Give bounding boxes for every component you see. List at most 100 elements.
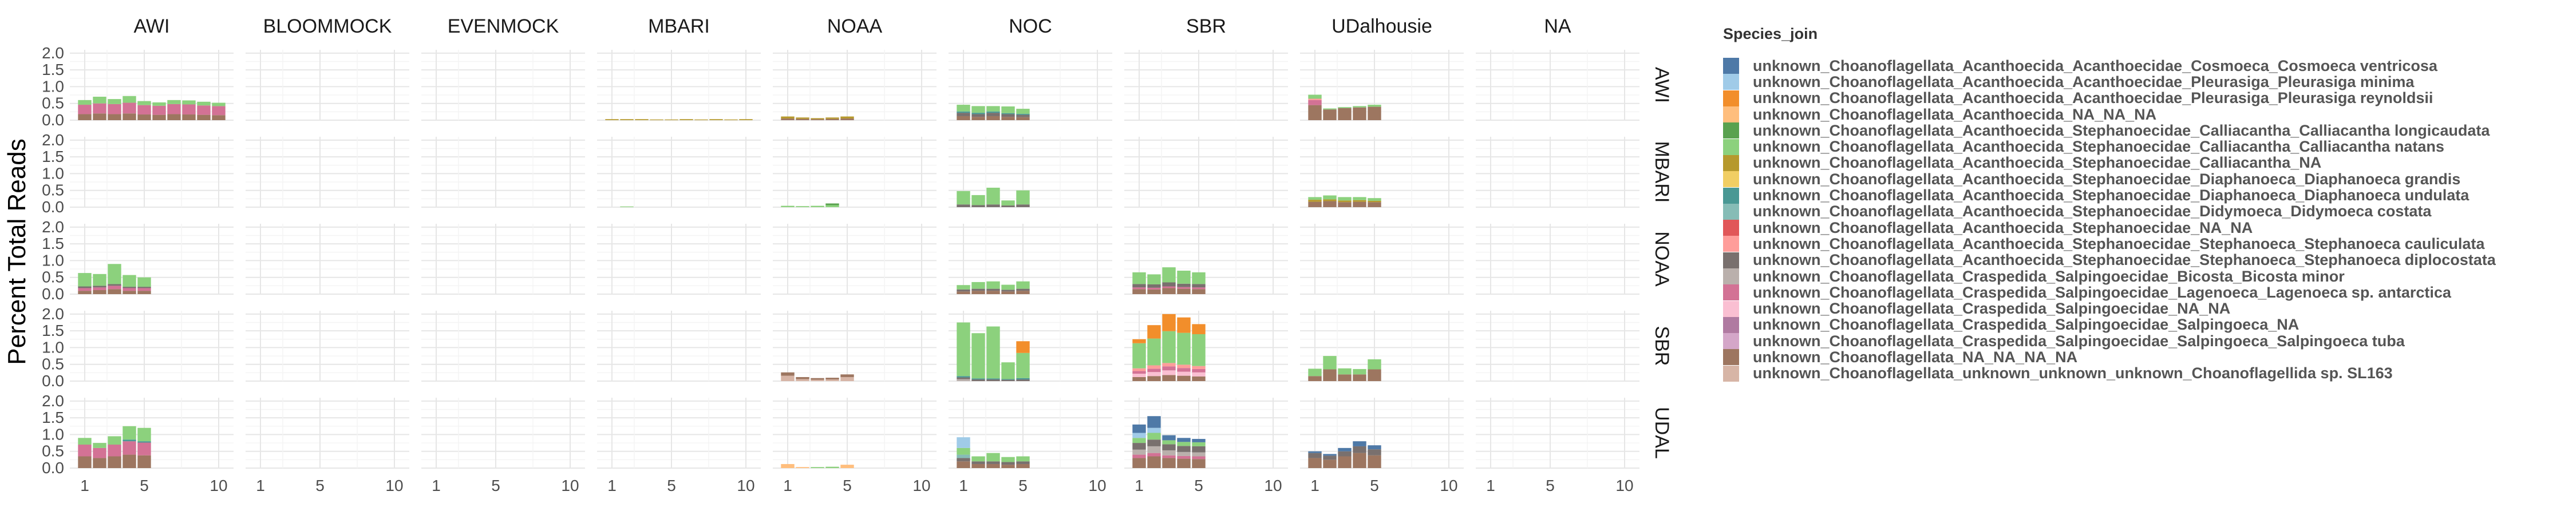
bar-segment <box>1338 202 1352 207</box>
bar-segment <box>137 427 151 442</box>
bar-segment <box>971 464 985 468</box>
legend-swatch <box>1723 333 1739 350</box>
bar-segment <box>1308 105 1322 120</box>
bar-segment <box>1147 287 1161 290</box>
bar-segment <box>1001 284 1015 290</box>
legend-item: unknown_Choanoflagellata_Craspedida_Salp… <box>1723 316 2496 334</box>
x-tick-label: 10 <box>385 477 403 494</box>
legend-item: unknown_Choanoflagellata_Acanthoecida_St… <box>1723 170 2496 188</box>
bar-segment <box>1147 433 1161 440</box>
bar-segment <box>1132 449 1146 455</box>
bar-segment <box>167 100 181 104</box>
bar-segment <box>825 378 839 380</box>
y-tick-label: 1.0 <box>42 77 64 95</box>
bar-segment <box>1016 114 1030 117</box>
bar-segment <box>1308 201 1322 207</box>
facet-column-title: SBR <box>1186 15 1226 37</box>
bar-segment <box>1177 371 1191 376</box>
bar-segment <box>78 114 92 120</box>
legend-item: unknown_Choanoflagellata_Acanthoecida_Ac… <box>1723 57 2496 74</box>
bar-segment <box>1323 199 1337 201</box>
y-tick-label: 1.5 <box>42 409 64 426</box>
bar-segment <box>137 288 151 291</box>
legend-label: unknown_Choanoflagellata_Craspedida_Salp… <box>1753 316 2300 334</box>
bar-segment <box>1177 287 1191 289</box>
legend-item: unknown_Choanoflagellata_unknown_unknown… <box>1723 365 2496 382</box>
bar-segment <box>986 111 1000 113</box>
bar-segment <box>1192 372 1206 377</box>
bar-segment <box>78 438 92 445</box>
bar-segment <box>1162 435 1176 441</box>
bar-segment <box>1001 379 1015 381</box>
legend-item: unknown_Choanoflagellata_Acanthoecida_St… <box>1723 154 2496 171</box>
bar-segment <box>1016 379 1030 381</box>
bar-segment <box>811 118 824 120</box>
facet-column-title: AWI <box>134 15 170 37</box>
bar-segment <box>1132 377 1146 381</box>
bar-segment <box>971 114 985 117</box>
legend-label: unknown_Choanoflagellata_unknown_unknown… <box>1753 365 2393 382</box>
legend-label: unknown_Choanoflagellata_Acanthoecida_NA… <box>1753 105 2157 123</box>
bar-segment <box>93 113 106 120</box>
label-layer: AWI BLOOMMOCK EVENMOCK MBARI NOAA NOC SBR UDalh… <box>42 15 1673 494</box>
bar-segment <box>796 377 809 379</box>
bar-segment <box>986 461 1000 464</box>
bar-segment <box>1368 369 1381 381</box>
facet-column-title: NA <box>1544 15 1571 37</box>
bar-segment <box>840 377 854 381</box>
bar-segment <box>123 288 136 291</box>
bar-segment <box>1162 282 1176 287</box>
bar-segment <box>957 322 970 377</box>
bar-segment <box>197 101 211 106</box>
bar-segment <box>957 291 970 294</box>
bar-segment <box>1353 106 1366 108</box>
bar-segment <box>1353 446 1366 453</box>
bar-segment <box>1132 443 1146 450</box>
bar-segment <box>1132 368 1146 371</box>
bar-segment <box>123 96 136 103</box>
bar-segment <box>957 447 970 455</box>
x-tick-label: 10 <box>210 477 227 494</box>
legend-label: unknown_Choanoflagellata_NA_NA_NA_NA <box>1753 348 2078 366</box>
legend-swatch <box>1723 236 1739 252</box>
bar-segment <box>1177 368 1191 372</box>
legend-item: unknown_Choanoflagellata_NA_NA_NA_NA <box>1723 348 2496 366</box>
legend-item: unknown_Choanoflagellata_Acanthoecida_Ac… <box>1723 73 2496 90</box>
bar-segment <box>78 105 92 114</box>
legend-label: unknown_Choanoflagellata_Acanthoecida_St… <box>1753 170 2461 188</box>
bar-segment <box>93 274 106 286</box>
bar-segment <box>811 205 824 207</box>
bar-segment <box>971 461 985 464</box>
legend-swatch <box>1723 316 1739 333</box>
bar-segment <box>986 188 1000 205</box>
bar-segment <box>1132 458 1146 468</box>
bar-segment <box>108 104 121 114</box>
bar-segment <box>1132 433 1146 438</box>
bar-segment <box>1016 341 1030 353</box>
bar-segment <box>986 291 1000 294</box>
legend-label: unknown_Choanoflagellata_Craspedida_Salp… <box>1753 300 2231 318</box>
bar-segment <box>212 102 226 106</box>
bar-segment <box>137 105 151 115</box>
bar-segment <box>1338 374 1352 381</box>
bar-segment <box>1308 451 1322 453</box>
bar-segment <box>1001 205 1015 207</box>
bar-segment <box>1162 458 1176 468</box>
bar-segment <box>1016 291 1030 294</box>
legend-label: unknown_Choanoflagellata_Acanthoecida_Ac… <box>1753 73 2415 90</box>
y-tick-label: 0.0 <box>42 198 64 216</box>
x-tick-label: 5 <box>1546 477 1555 494</box>
bar-segment <box>971 205 985 207</box>
bar-segment <box>1162 450 1176 455</box>
bar-segment <box>78 445 92 457</box>
y-tick-label: 1.5 <box>42 322 64 339</box>
bar-segment <box>93 447 106 458</box>
bar-segment <box>840 116 854 119</box>
bar-segment <box>781 205 795 207</box>
bar-segment <box>796 379 809 381</box>
bar-segment <box>1147 369 1161 373</box>
legend-item: unknown_Choanoflagellata_Acanthoecida_NA… <box>1723 105 2496 123</box>
legend-swatch <box>1723 268 1739 284</box>
bar-segment <box>1147 456 1161 468</box>
legend-swatch <box>1723 252 1739 268</box>
